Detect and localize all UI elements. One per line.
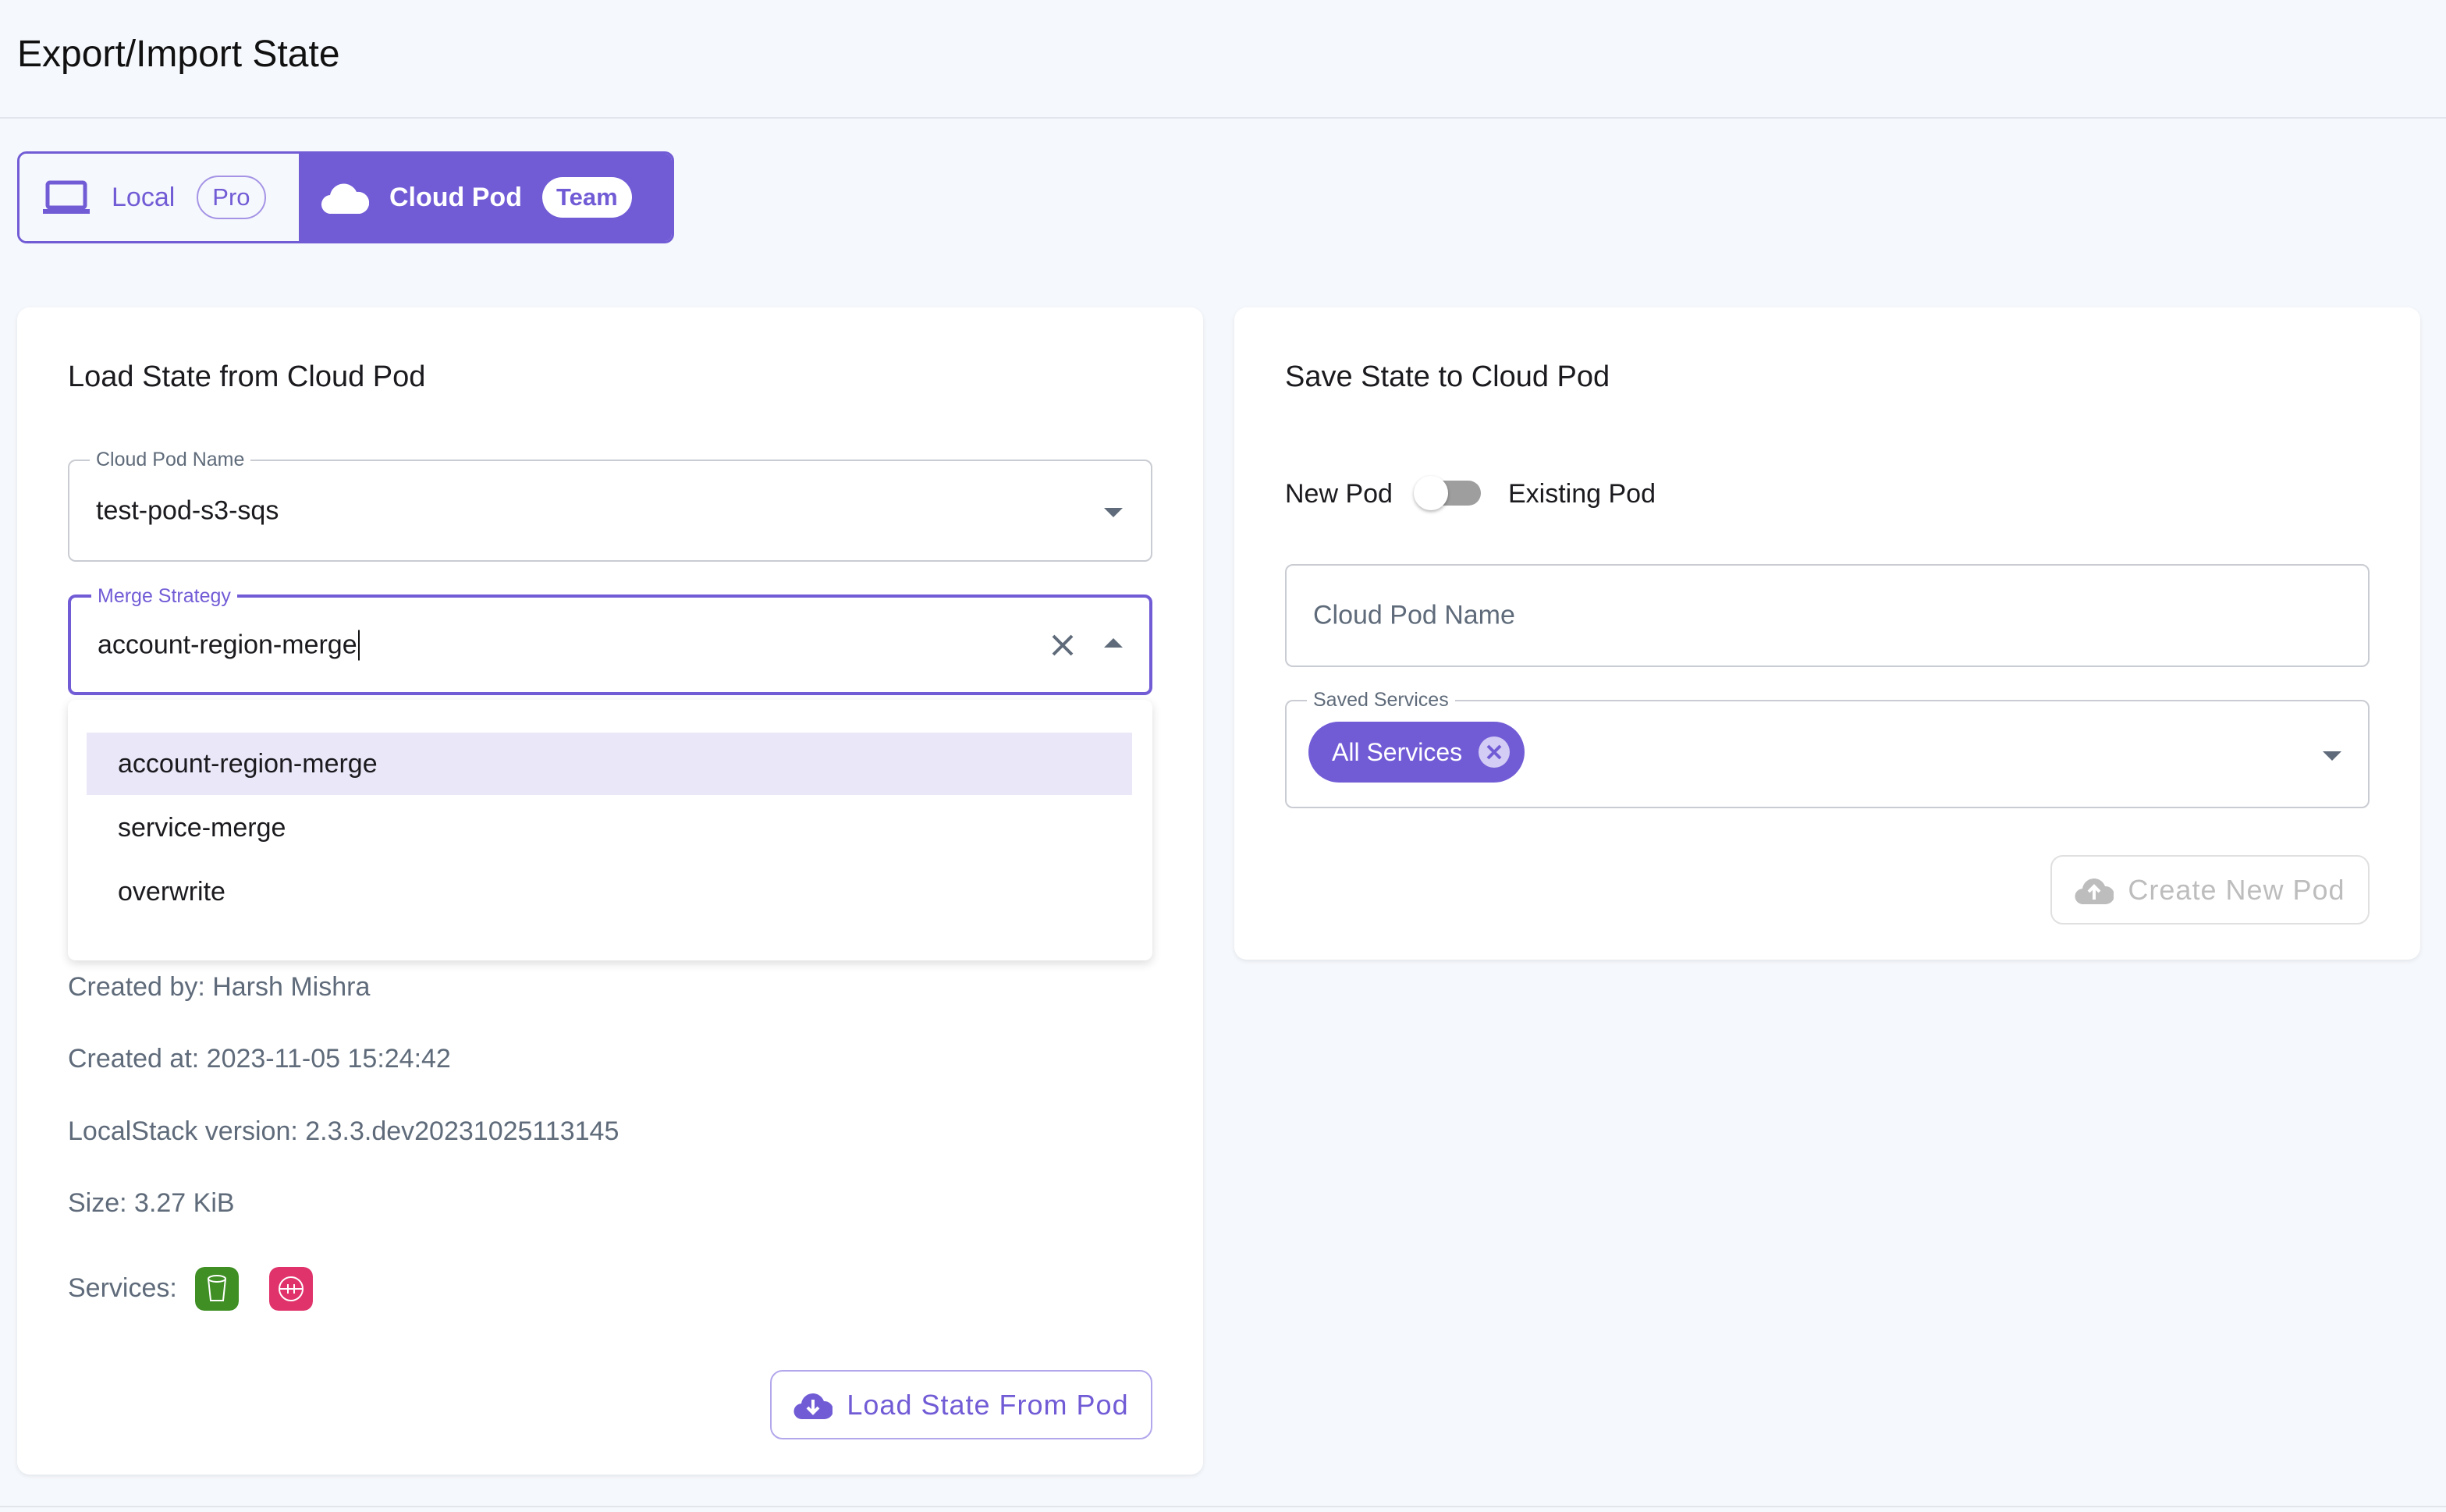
header-divider <box>0 117 2446 119</box>
s3-bucket-icon <box>195 1267 239 1311</box>
tab-cloud-pod[interactable]: Cloud Pod Team <box>299 154 672 241</box>
chevron-up-icon[interactable] <box>1104 638 1123 648</box>
merge-strategy-input[interactable]: Merge Strategy account-region-merge <box>68 585 1152 695</box>
clear-icon[interactable] <box>1051 634 1074 657</box>
all-services-chip: All Services <box>1308 722 1525 783</box>
cloud-pod-name-select[interactable]: Cloud Pod Name test-pod-s3-sqs <box>68 449 1152 562</box>
team-badge: Team <box>541 177 632 218</box>
pro-badge: Pro <box>197 176 266 219</box>
tab-cloud-pod-label: Cloud Pod <box>389 182 522 212</box>
field-label: Cloud Pod Name <box>90 449 251 471</box>
size: Size: 3.27 KiB <box>68 1188 235 1218</box>
field-value: account-region-merge <box>98 630 360 660</box>
page-title: Export/Import State <box>17 34 340 75</box>
placeholder: Cloud Pod Name <box>1313 600 1515 630</box>
cloud-download-icon <box>793 1393 833 1419</box>
saved-services-select[interactable]: Saved Services All Services <box>1285 689 2370 808</box>
laptop-icon <box>43 180 90 214</box>
load-state-button-label: Load State From Pod <box>847 1388 1129 1421</box>
menu-option[interactable]: overwrite <box>118 876 225 907</box>
pod-mode-toggle[interactable] <box>1414 473 1486 516</box>
localstack-version: LocalStack version: 2.3.3.dev20231025113… <box>68 1116 619 1146</box>
cloud-icon <box>321 183 369 214</box>
tab-local-label: Local <box>112 182 176 212</box>
menu-option[interactable]: service-merge <box>118 812 286 843</box>
cloud-pod-name-input[interactable]: Cloud Pod Name <box>1285 564 2370 667</box>
footer-divider <box>0 1506 2446 1507</box>
load-state-button[interactable]: Load State From Pod <box>770 1370 1152 1439</box>
menu-option[interactable]: account-region-merge <box>87 733 1132 795</box>
chip-label: All Services <box>1332 737 1463 766</box>
create-new-pod-label: Create New Pod <box>2128 873 2345 906</box>
save-card-title: Save State to Cloud Pod <box>1285 360 1610 393</box>
chevron-down-icon[interactable] <box>2323 751 2341 761</box>
chevron-down-icon[interactable] <box>1104 508 1123 517</box>
field-label: Saved Services <box>1307 689 1455 712</box>
sqs-queue-icon <box>269 1267 313 1311</box>
created-by: Created by: Harsh Mishra <box>68 972 371 1002</box>
tab-local[interactable]: Local Pro <box>20 154 299 241</box>
mode-tabs: Local Pro Cloud Pod Team <box>17 151 674 243</box>
cloud-upload-icon <box>2075 878 2114 904</box>
field-value: test-pod-s3-sqs <box>96 495 279 525</box>
field-label: Merge Strategy <box>91 585 237 608</box>
load-card-title: Load State from Cloud Pod <box>68 360 426 393</box>
created-at: Created at: 2023-11-05 15:24:42 <box>68 1044 451 1074</box>
toggle-right-label: Existing Pod <box>1508 479 1656 509</box>
services-label: Services: <box>68 1273 177 1303</box>
create-new-pod-button[interactable]: Create New Pod <box>2050 855 2370 925</box>
toggle-left-label: New Pod <box>1285 479 1393 509</box>
remove-chip-icon[interactable] <box>1478 736 1511 768</box>
merge-strategy-menu: account-region-merge service-merge overw… <box>68 700 1152 960</box>
